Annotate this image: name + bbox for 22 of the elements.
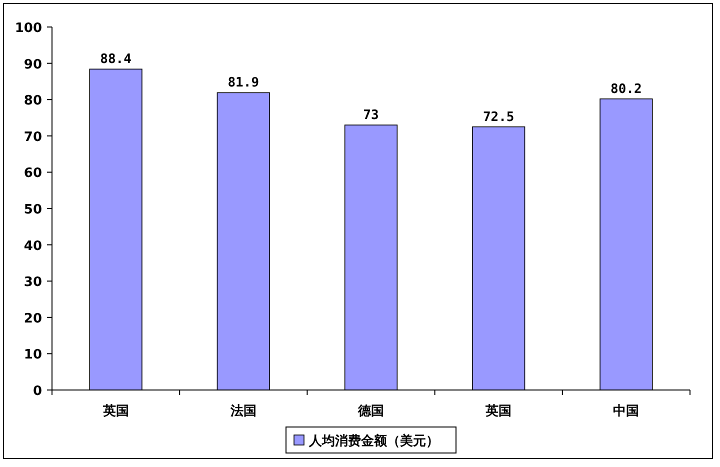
- y-tick-label: 90: [24, 57, 42, 72]
- data-label: 72.5: [482, 110, 514, 125]
- x-tick-label: 中国: [613, 404, 640, 419]
- y-tick-label: 30: [24, 275, 42, 290]
- y-tick-label: 70: [24, 130, 42, 145]
- x-tick-label: 法国: [229, 404, 256, 419]
- x-tick-label: 德国: [357, 404, 384, 419]
- y-tick-label: 0: [32, 384, 42, 399]
- y-tick-label: 10: [24, 348, 42, 363]
- data-label: 88.4: [100, 52, 132, 68]
- data-label: 80.2: [610, 82, 642, 97]
- y-tick-label: 40: [24, 238, 42, 254]
- x-tick-label: 英国: [484, 404, 512, 419]
- data-label: 73: [363, 108, 379, 124]
- y-tick-label: 20: [24, 311, 42, 326]
- y-tick-label: 60: [24, 166, 42, 182]
- legend-label: 人均消费金额（美元）: [308, 433, 439, 449]
- y-tick-label: 100: [14, 21, 42, 36]
- y-tick-label: 80: [24, 94, 42, 109]
- data-label: 81.9: [228, 76, 260, 91]
- x-tick-label: 英国: [102, 404, 129, 419]
- y-tick-label: 50: [24, 202, 42, 218]
